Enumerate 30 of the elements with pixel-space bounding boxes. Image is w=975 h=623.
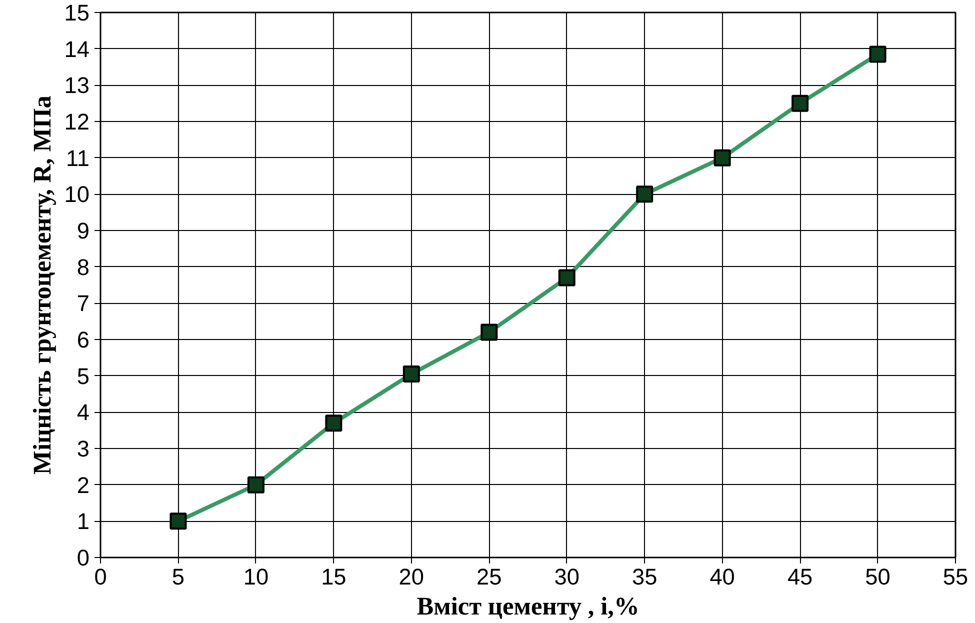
y-tick-label: 1 <box>76 508 90 534</box>
y-tick-label: 7 <box>76 290 90 316</box>
y-tick-label: 6 <box>76 326 90 352</box>
x-tick-label: 50 <box>865 564 890 590</box>
y-tick-label: 8 <box>76 254 90 280</box>
x-tick-label: 15 <box>321 564 346 590</box>
y-tick-label: 5 <box>76 362 90 389</box>
y-tick-label: 0 <box>76 544 90 570</box>
x-tick-label: 55 <box>942 564 968 590</box>
y-tick-label: 12 <box>64 108 90 134</box>
x-tick-label: 45 <box>787 564 813 590</box>
y-tick-label: 14 <box>64 36 90 62</box>
y-tick-label: 10 <box>64 181 90 208</box>
y-tick-label: 13 <box>64 72 90 98</box>
y-axis-title: Міцність грунтоцементу, R, МПа <box>28 95 56 474</box>
x-tick-label: 40 <box>710 564 735 590</box>
x-tick-label: 20 <box>398 564 424 590</box>
y-tick-label: 9 <box>76 218 90 244</box>
x-tick-label: 25 <box>476 564 502 590</box>
x-tick-label: 30 <box>554 564 580 590</box>
x-tick-label: 0 <box>94 564 107 590</box>
y-tick-label: 15 <box>64 0 90 26</box>
x-tick-label: 10 <box>243 564 269 590</box>
x-tick-label: 35 <box>632 564 658 590</box>
y-tick-label: 11 <box>66 144 90 171</box>
x-tick-label: 5 <box>172 564 185 590</box>
y-tick-label: 4 <box>76 399 90 426</box>
y-tick-label: 3 <box>76 436 90 462</box>
y-tick-label: 2 <box>76 472 90 498</box>
x-axis-title: Вміст цементу , і,% <box>416 592 640 620</box>
